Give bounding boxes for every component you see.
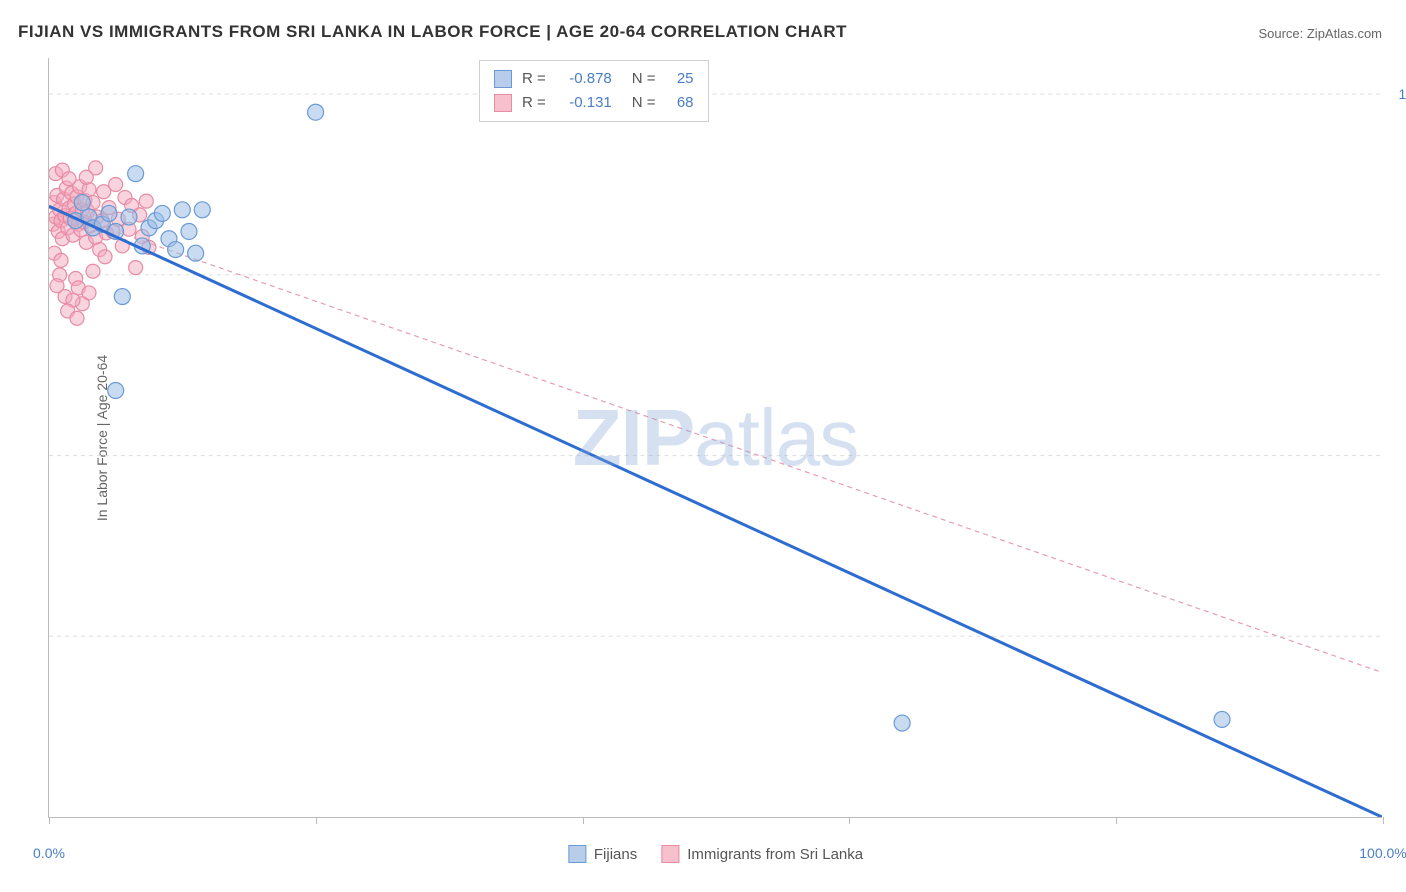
bottom-legend-label-2: Immigrants from Sri Lanka (687, 846, 863, 863)
y-tick-label: 75.0% (1386, 267, 1406, 283)
legend-r-val-1: -0.878 (556, 67, 612, 91)
y-tick-label: 100.0% (1386, 86, 1406, 102)
x-tick-mark (49, 817, 50, 824)
chart-frame: In Labor Force | Age 20-64 ZIPatlas R = … (48, 58, 1382, 818)
legend-swatch-blue (494, 70, 512, 88)
y-tick-label: 25.0% (1386, 629, 1406, 645)
legend-swatch-pink (494, 94, 512, 112)
legend-r-label-2: R = (522, 91, 546, 115)
bottom-swatch-pink (661, 845, 679, 863)
chart-title: FIJIAN VS IMMIGRANTS FROM SRI LANKA IN L… (18, 22, 847, 42)
x-tick-mark (1116, 817, 1117, 824)
legend-stats-row-2: R = -0.131 N = 68 (494, 91, 694, 115)
x-tick-label: 0.0% (33, 845, 65, 861)
bottom-legend-item-1: Fijians (568, 845, 637, 863)
x-tick-label: 100.0% (1359, 845, 1406, 861)
x-tick-mark (1383, 817, 1384, 824)
y-tick-label: 50.0% (1386, 448, 1406, 464)
bottom-swatch-blue (568, 845, 586, 863)
legend-r-label-1: R = (522, 67, 546, 91)
legend-n-val-1: 25 (666, 67, 694, 91)
legend-stats-box: R = -0.878 N = 25 R = -0.131 N = 68 (479, 60, 709, 122)
bottom-legend-label-1: Fijians (594, 846, 637, 863)
x-tick-mark (849, 817, 850, 824)
legend-n-label-2: N = (632, 91, 656, 115)
legend-r-val-2: -0.131 (556, 91, 612, 115)
plot-svg (49, 58, 1382, 817)
legend-n-label-1: N = (632, 67, 656, 91)
x-tick-mark (316, 817, 317, 824)
bottom-legend-item-2: Immigrants from Sri Lanka (661, 845, 863, 863)
x-tick-mark (583, 817, 584, 824)
bottom-legend: Fijians Immigrants from Sri Lanka (568, 845, 863, 863)
legend-stats-row-1: R = -0.878 N = 25 (494, 67, 694, 91)
legend-n-val-2: 68 (666, 91, 694, 115)
source-attribution: Source: ZipAtlas.com (1258, 26, 1382, 41)
